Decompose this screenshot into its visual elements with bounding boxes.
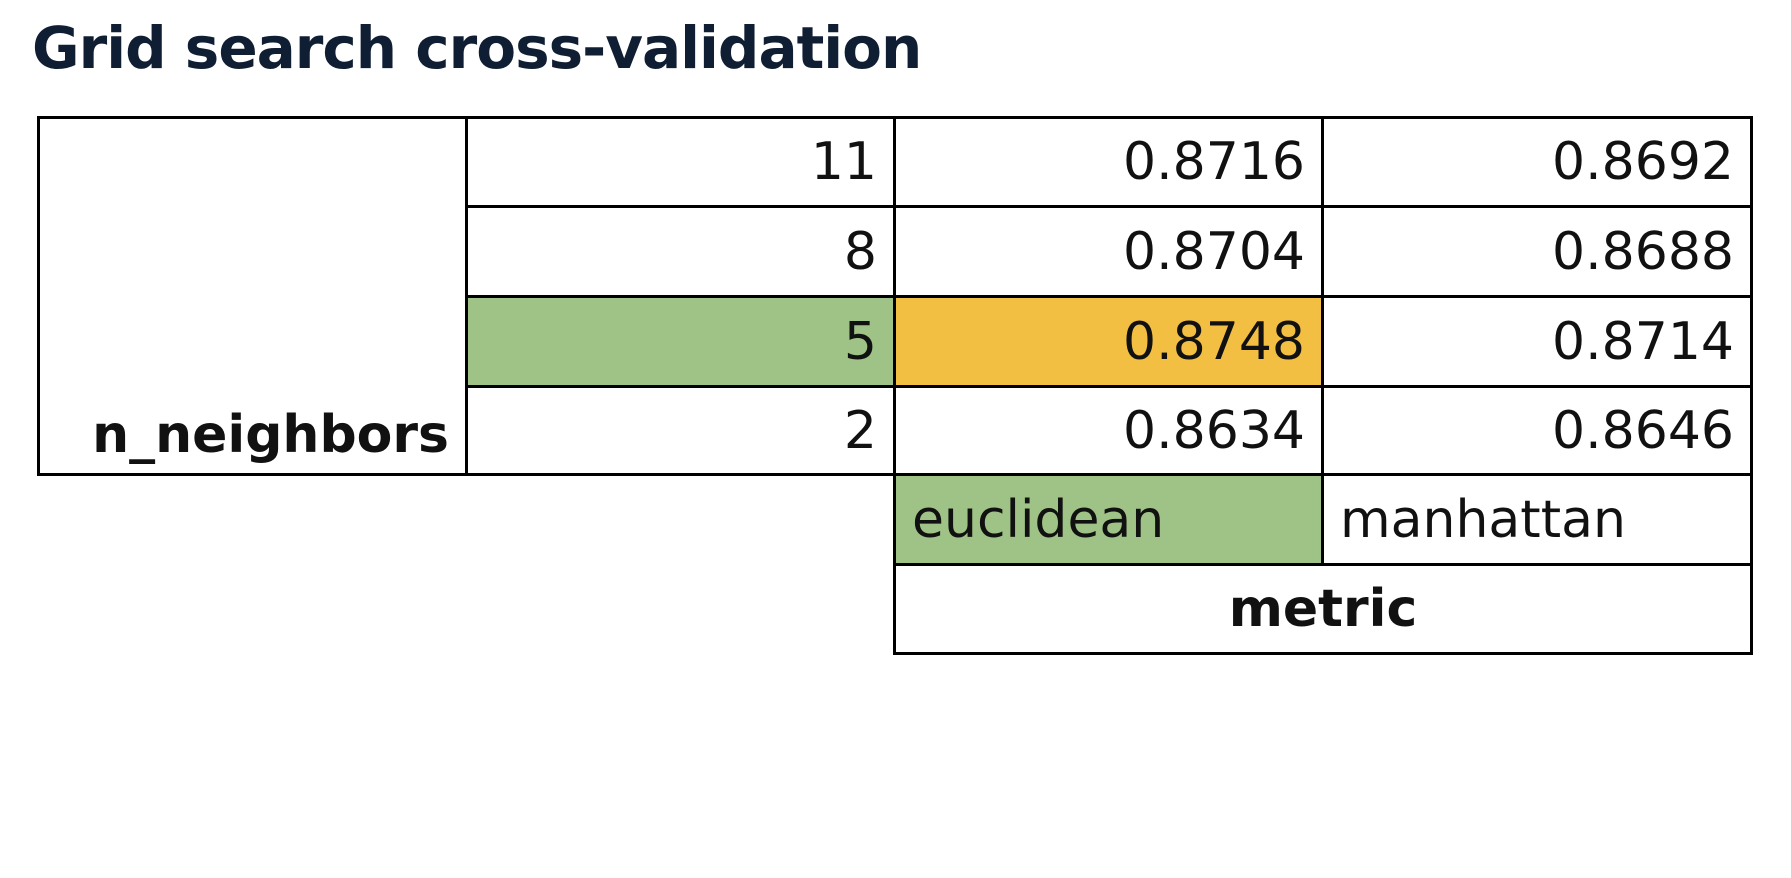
value-cell: 0.8646 <box>1321 385 1753 476</box>
value-cell: 0.8634 <box>893 385 1324 476</box>
row-key: 11 <box>465 116 896 208</box>
row-key: 8 <box>465 205 896 298</box>
column-header: metric <box>893 563 1753 655</box>
value-cell: 0.8688 <box>1321 205 1753 298</box>
row-key: 2 <box>465 385 896 476</box>
row-header: n_neighbors <box>37 116 468 476</box>
value-cell: 0.8748 <box>893 295 1324 388</box>
column-key: euclidean <box>893 473 1324 566</box>
value-cell: 0.8716 <box>893 116 1324 208</box>
value-cell: 0.8692 <box>1321 116 1753 208</box>
title: Grid search cross-validation <box>32 14 922 82</box>
row-key: 5 <box>465 295 896 388</box>
value-cell: 0.8704 <box>893 205 1324 298</box>
value-cell: 0.8714 <box>1321 295 1753 388</box>
column-key: manhattan <box>1321 473 1753 566</box>
